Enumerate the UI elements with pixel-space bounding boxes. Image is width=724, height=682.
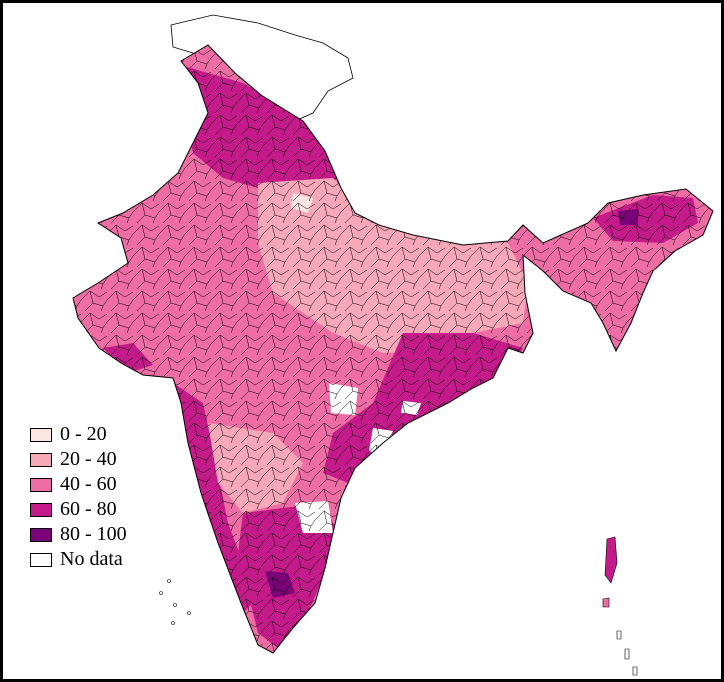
legend-item-0-20: 0 - 20 [30, 422, 127, 447]
choropleth-map [72, 14, 714, 676]
legend-item-80-100: 80 - 100 [30, 522, 127, 547]
legend-label: 0 - 20 [60, 423, 107, 445]
legend-item-no-data: No data [30, 547, 127, 572]
legend-item-20-40: 20 - 40 [30, 447, 127, 472]
legend-swatch [30, 477, 52, 492]
district-boundaries [73, 45, 713, 653]
legend-swatch [30, 502, 52, 517]
legend-item-40-60: 40 - 60 [30, 472, 127, 497]
legend-item-60-80: 60 - 80 [30, 497, 127, 522]
legend-swatch [30, 452, 52, 467]
legend-swatch [30, 552, 52, 567]
map-legend: 0 - 20 20 - 40 40 - 60 60 - 80 80 - 100 … [30, 422, 127, 572]
legend-label: No data [60, 548, 123, 570]
legend-swatch [30, 427, 52, 442]
legend-swatch [30, 527, 52, 542]
legend-label: 20 - 40 [60, 448, 117, 470]
lakshadweep-islands [159, 579, 191, 625]
india-outline [72, 44, 714, 654]
legend-label: 40 - 60 [60, 473, 117, 495]
legend-label: 80 - 100 [60, 523, 127, 545]
andaman-nicobar-islands [602, 536, 638, 676]
legend-label: 60 - 80 [60, 498, 117, 520]
